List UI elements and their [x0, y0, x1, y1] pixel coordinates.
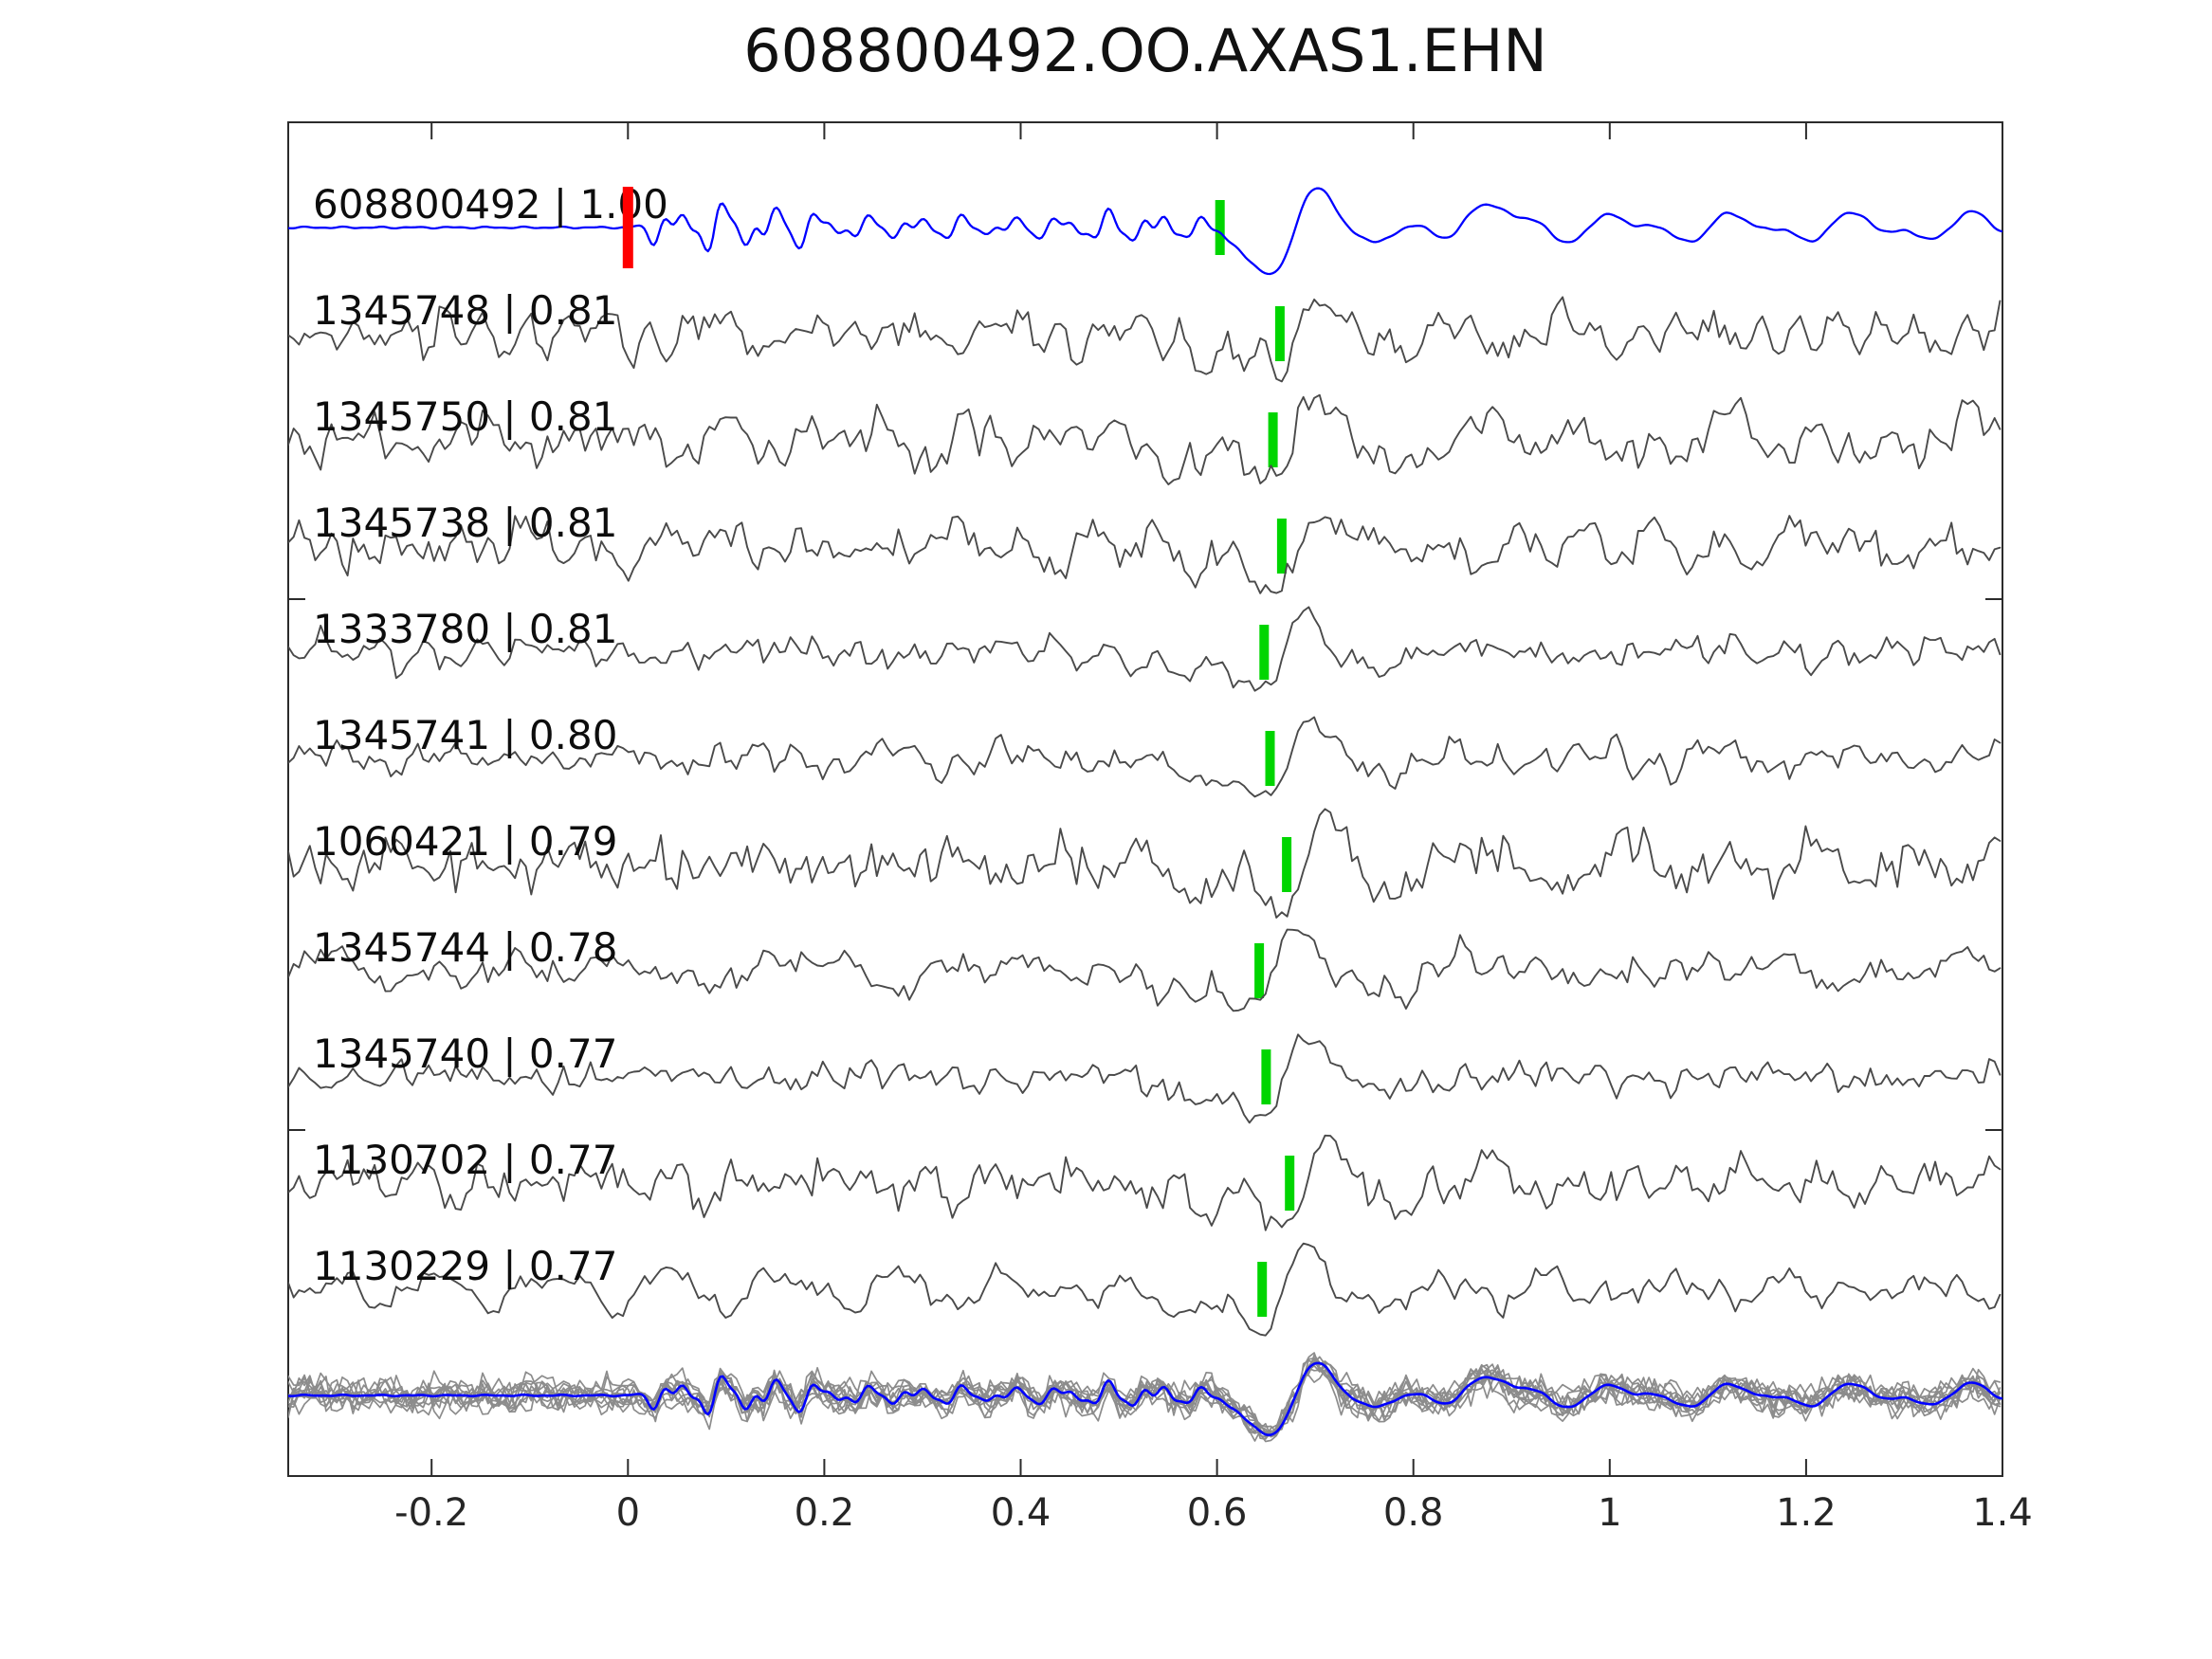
pick-marker: [1282, 837, 1292, 892]
trace-label: 1130229 | 0.77: [313, 1243, 617, 1289]
detection-trace-line: [288, 1242, 2002, 1337]
x-tick-label: -0.2: [394, 1491, 468, 1535]
template-trace-line: [288, 187, 2002, 276]
stack-template-overlay-line: [288, 1361, 2002, 1436]
pick-marker: [1265, 731, 1275, 786]
pick-marker: [1261, 1049, 1271, 1104]
pick-marker: [1274, 306, 1285, 361]
trace-label: 1345740 | 0.77: [313, 1030, 617, 1077]
x-tick-label: 0.2: [795, 1491, 855, 1535]
pick-marker: [1215, 200, 1225, 255]
pick-marker: [1285, 1156, 1295, 1211]
trace-label: 1345744 | 0.78: [313, 924, 617, 971]
x-tick-label: 0.4: [991, 1491, 1051, 1535]
detection-trace-line: [288, 808, 2002, 919]
x-tick-label: 0: [616, 1491, 640, 1535]
x-tick-label: 0.8: [1383, 1491, 1444, 1535]
trace-label: 1060421 | 0.79: [313, 818, 617, 865]
trace-label: 608800492 | 1.00: [313, 181, 668, 228]
traces: 608800492 | 1.00 1345748 | 0.81 1345750 | …: [288, 181, 2002, 1443]
detection-trace-line: [288, 515, 2002, 594]
x-tick-label: 1: [1598, 1491, 1621, 1535]
plot-frame: [287, 121, 2003, 1477]
pick-marker: [1268, 412, 1278, 467]
axes: [287, 121, 2003, 1477]
trace-label: 1345741 | 0.80: [313, 712, 617, 758]
x-tick-label: 1.4: [1972, 1491, 2033, 1535]
detection-trace-line: [288, 606, 2002, 692]
detection-trace-line: [288, 296, 2002, 383]
detection-trace-line: [288, 1033, 2002, 1124]
pick-marker: [1254, 943, 1265, 998]
pick-marker: [1276, 519, 1287, 574]
detection-trace-line: [288, 1134, 2002, 1231]
detection-trace-line: [288, 928, 2002, 1012]
stack-trace-line: [288, 1360, 2002, 1437]
pick-marker: [1259, 625, 1270, 680]
trace-label: 1345750 | 0.81: [313, 393, 617, 440]
trace-label: 1345748 | 0.81: [313, 287, 617, 334]
trace-label: 1333780 | 0.81: [313, 606, 617, 652]
trace-label: 1345738 | 0.81: [313, 500, 617, 546]
trace-label: 1130702 | 0.77: [313, 1137, 617, 1183]
detection-trace-line: [288, 716, 2002, 798]
page-title: 608800492.OO.AXAS1.EHN: [743, 16, 1547, 85]
stack-trace-line: [288, 1354, 2002, 1438]
x-tick-label: 0.6: [1187, 1491, 1248, 1535]
x-tick-label: 1.2: [1776, 1491, 1837, 1535]
pick-marker: [1257, 1262, 1268, 1317]
detection-trace-line: [288, 393, 2002, 485]
origin-marker: [622, 187, 633, 268]
